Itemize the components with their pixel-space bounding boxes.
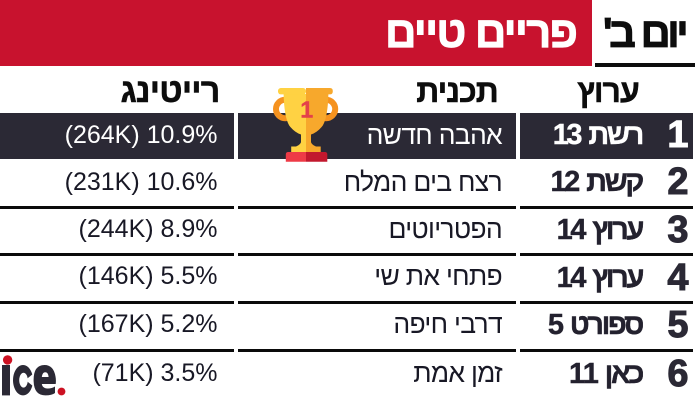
svg-text:1: 1 [300, 96, 313, 122]
